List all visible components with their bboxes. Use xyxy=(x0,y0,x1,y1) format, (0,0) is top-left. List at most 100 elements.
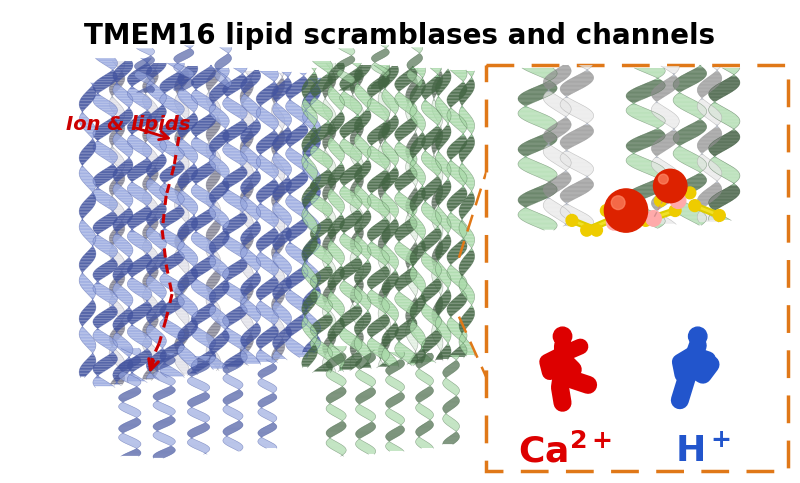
Polygon shape xyxy=(174,208,183,210)
Polygon shape xyxy=(276,86,291,88)
Polygon shape xyxy=(289,288,291,290)
Polygon shape xyxy=(432,106,439,107)
Polygon shape xyxy=(258,201,263,202)
Polygon shape xyxy=(330,358,346,359)
Polygon shape xyxy=(460,346,473,348)
Polygon shape xyxy=(113,61,125,63)
Polygon shape xyxy=(429,182,442,183)
Polygon shape xyxy=(408,69,416,71)
Polygon shape xyxy=(80,114,86,115)
Polygon shape xyxy=(154,394,172,395)
Polygon shape xyxy=(121,394,139,395)
Polygon shape xyxy=(411,136,418,138)
Polygon shape xyxy=(713,141,738,142)
Polygon shape xyxy=(216,367,219,368)
Polygon shape xyxy=(274,327,285,328)
Polygon shape xyxy=(378,354,385,355)
Polygon shape xyxy=(322,172,332,173)
Polygon shape xyxy=(93,192,106,193)
Polygon shape xyxy=(432,278,441,280)
Polygon shape xyxy=(543,96,558,97)
Polygon shape xyxy=(86,131,96,133)
Polygon shape xyxy=(206,147,214,148)
Polygon shape xyxy=(378,201,384,203)
Polygon shape xyxy=(174,86,184,88)
Polygon shape xyxy=(174,202,183,204)
Polygon shape xyxy=(162,225,169,227)
Polygon shape xyxy=(87,304,96,306)
Polygon shape xyxy=(384,191,386,193)
Polygon shape xyxy=(246,134,254,136)
Polygon shape xyxy=(356,365,366,366)
Polygon shape xyxy=(683,74,706,75)
Polygon shape xyxy=(422,139,438,141)
Polygon shape xyxy=(302,102,310,104)
Polygon shape xyxy=(326,119,330,120)
Polygon shape xyxy=(326,285,336,287)
Polygon shape xyxy=(126,453,141,454)
Polygon shape xyxy=(318,257,333,259)
Polygon shape xyxy=(712,212,718,213)
Polygon shape xyxy=(411,199,424,200)
Polygon shape xyxy=(113,222,129,224)
Polygon shape xyxy=(86,345,96,347)
Polygon shape xyxy=(460,102,465,104)
Polygon shape xyxy=(397,104,415,105)
Polygon shape xyxy=(86,306,96,307)
Polygon shape xyxy=(379,292,390,293)
Polygon shape xyxy=(246,185,254,186)
Polygon shape xyxy=(338,388,346,389)
Polygon shape xyxy=(273,341,286,343)
Polygon shape xyxy=(666,124,678,125)
Polygon shape xyxy=(185,327,187,328)
Polygon shape xyxy=(410,123,418,125)
Polygon shape xyxy=(114,77,125,79)
Polygon shape xyxy=(305,169,317,170)
Polygon shape xyxy=(410,275,422,277)
Polygon shape xyxy=(379,146,382,147)
Polygon shape xyxy=(81,270,85,272)
Polygon shape xyxy=(178,340,186,341)
Polygon shape xyxy=(394,217,397,218)
Polygon shape xyxy=(170,385,172,386)
Polygon shape xyxy=(168,109,184,111)
Polygon shape xyxy=(438,242,442,243)
Polygon shape xyxy=(560,113,570,114)
Polygon shape xyxy=(242,344,253,345)
Polygon shape xyxy=(303,249,318,250)
Polygon shape xyxy=(342,149,360,151)
Polygon shape xyxy=(159,345,165,347)
Polygon shape xyxy=(450,316,452,318)
Polygon shape xyxy=(439,353,442,354)
Polygon shape xyxy=(358,269,371,270)
Polygon shape xyxy=(342,325,348,327)
Polygon shape xyxy=(350,255,357,256)
Polygon shape xyxy=(115,64,125,66)
Polygon shape xyxy=(114,121,130,123)
Polygon shape xyxy=(328,352,342,354)
Polygon shape xyxy=(83,148,96,149)
Polygon shape xyxy=(378,95,384,96)
Polygon shape xyxy=(190,372,197,373)
Polygon shape xyxy=(310,174,317,176)
Polygon shape xyxy=(246,123,254,124)
Polygon shape xyxy=(274,129,275,131)
Polygon shape xyxy=(176,114,182,115)
Polygon shape xyxy=(351,132,362,133)
Polygon shape xyxy=(411,234,418,236)
Polygon shape xyxy=(139,66,152,68)
Polygon shape xyxy=(150,317,158,319)
Polygon shape xyxy=(147,125,158,127)
Polygon shape xyxy=(386,156,398,158)
Polygon shape xyxy=(224,280,227,281)
Polygon shape xyxy=(350,240,361,242)
Polygon shape xyxy=(247,176,261,178)
Polygon shape xyxy=(310,293,317,295)
Polygon shape xyxy=(79,317,90,319)
Polygon shape xyxy=(378,164,390,165)
Polygon shape xyxy=(676,132,703,133)
Polygon shape xyxy=(300,220,306,221)
Polygon shape xyxy=(177,247,178,249)
Polygon shape xyxy=(256,308,272,309)
Polygon shape xyxy=(274,164,290,166)
